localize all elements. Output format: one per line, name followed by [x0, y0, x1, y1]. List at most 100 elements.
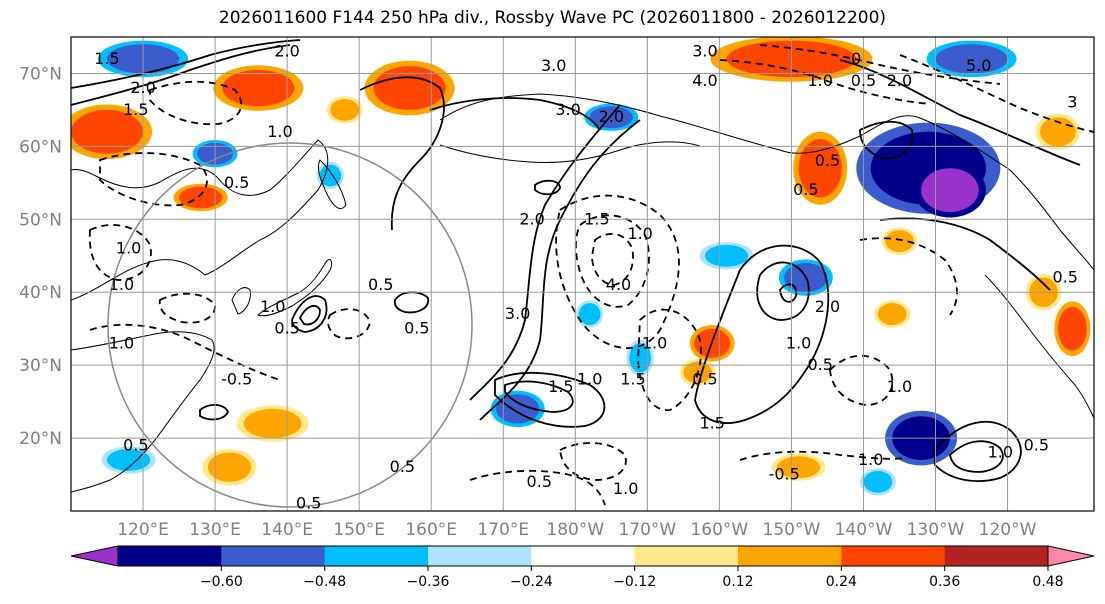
contour-label: 2.0	[519, 209, 544, 228]
coastline-japan	[257, 259, 333, 317]
contour-label-group: 1.0	[642, 333, 667, 352]
contour-dashed	[149, 80, 243, 126]
shaded-region	[243, 408, 302, 439]
colorbar-tick-label: −0.48	[303, 574, 346, 590]
contour-label: 0.5	[224, 173, 249, 192]
contour-label-group: 0.5	[296, 494, 321, 513]
contour-label: 0.5	[692, 370, 717, 389]
contour-label: 0.5	[368, 275, 393, 294]
colorbar-frame	[117, 545, 1049, 567]
contour-label: 1.0	[267, 122, 292, 141]
lon-tick-label: 120°W	[979, 520, 1037, 540]
contour-label-group: 3.0	[692, 42, 717, 61]
contour-label-group: 0.5	[224, 173, 249, 192]
shaded-region	[1057, 306, 1087, 351]
colorbar-extend-low	[70, 545, 119, 567]
shaded-region	[863, 470, 893, 493]
contour-label-group: 1.5	[548, 377, 573, 396]
shaded-region	[935, 44, 1008, 74]
contour-label: 3.0	[505, 304, 530, 323]
lon-tick-label: 180°W	[546, 520, 604, 540]
contour-label: 2.0	[815, 297, 840, 316]
plot-area: 1.5 2.02.01.51.00.51.01.01.01.00.50.50.5-…	[70, 36, 1095, 513]
colorbar-tick-label: −0.12	[613, 574, 656, 590]
contour-label: 1.5	[123, 100, 148, 119]
lon-tick-label: 160°W	[690, 520, 748, 540]
colorbar-tick-label: −0.24	[510, 574, 553, 590]
contour-layer	[71, 39, 1081, 482]
colorbar-extend-high	[1047, 545, 1095, 567]
contour-label: 1.0	[988, 443, 1013, 462]
contour-label: 3.0	[692, 42, 717, 61]
contour-label-group: 2.0	[130, 78, 155, 97]
colorbar-tick-label: 0.12	[722, 574, 753, 590]
shaded-region	[71, 109, 144, 154]
contour-label: 1.0	[109, 275, 134, 294]
contour-dashed	[158, 292, 216, 324]
contour-dashed	[327, 308, 371, 340]
contour-label: 3.0	[555, 100, 580, 119]
colorbar-bin	[738, 546, 842, 566]
contour-solid	[839, 59, 1081, 166]
colorbar-bin	[324, 546, 429, 566]
shaded-region	[330, 98, 360, 121]
contour-label-group: 2.0	[887, 71, 912, 90]
contour-label: 1.0	[786, 333, 811, 352]
contour-label-group: 0.5	[815, 151, 840, 170]
lon-tick-label: 140°E	[261, 520, 313, 540]
great-circle-ring	[107, 142, 473, 508]
contour-label-group: 0.5	[1024, 435, 1049, 454]
colorbar-bin	[428, 546, 532, 566]
contour-label: 0.5	[527, 472, 552, 491]
shaded-region	[877, 303, 907, 326]
colorbar: −0.60 −0.48 −0.36 −0.24 −0.12 0.12 0.24 0.36 0.4…	[70, 545, 1095, 590]
contour-label-group: 1.0	[116, 238, 141, 257]
contour-dashed	[759, 44, 1001, 85]
lon-tick-label: 150°E	[333, 520, 385, 540]
lon-tick-label: 170°E	[477, 520, 529, 540]
lon-tick-label: 130°W	[907, 520, 965, 540]
shaded-region	[885, 230, 914, 253]
contour-label-group: 0.5	[368, 275, 393, 294]
shaded-region	[704, 244, 749, 267]
contour-label-group: 0.5	[527, 472, 552, 491]
contour-label-group: 1.0	[109, 275, 134, 294]
contour-label-group: 4.0	[692, 71, 717, 90]
contour-label-group: 2.0	[599, 107, 624, 126]
colorbar-tick-label: −0.36	[407, 574, 450, 590]
colorbar-tick-label: 0.24	[826, 574, 857, 590]
contour-label: 0.5	[793, 180, 818, 199]
contour-solid	[934, 421, 1022, 482]
contour-label: 1.0	[577, 370, 602, 389]
contour-label: 1.0	[887, 377, 912, 396]
contour-solid	[534, 179, 561, 196]
contour-dashed	[559, 442, 627, 481]
contour-dashed	[469, 469, 606, 506]
contour-dashed	[89, 323, 281, 381]
shaded-region	[921, 168, 979, 213]
contour-label: -0.5	[769, 465, 800, 484]
colorbar-bin	[944, 546, 1049, 566]
shaded-region	[319, 164, 342, 187]
contour-solid	[949, 440, 1004, 473]
contour-label: 3.0	[541, 56, 566, 75]
contour-label: 1.0	[260, 297, 285, 316]
contour-dashed	[637, 308, 702, 411]
contour-label-group: 0.5	[1052, 268, 1077, 287]
contour-solid	[359, 76, 445, 231]
contour-solid	[71, 44, 291, 106]
lat-tick-label: 20°N	[19, 429, 62, 449]
contour-label-group: 0.5	[692, 370, 717, 389]
colorbar-tick-label: −0.60	[200, 574, 243, 590]
contour-label-group: 2.0	[519, 209, 544, 228]
shaded-region	[589, 106, 633, 129]
contour-label: 5.0	[966, 56, 991, 75]
negative-contour-layer	[88, 44, 1094, 506]
contour-label: 4.0	[692, 71, 717, 90]
contour-label: 0.5	[404, 319, 429, 338]
colorbar-bin	[118, 546, 222, 566]
coastline-asia	[71, 139, 329, 301]
contour-label: 1.5	[94, 49, 119, 68]
contour-label-group: 3.0	[541, 56, 566, 75]
contour-label-group: 1.0	[267, 122, 292, 141]
